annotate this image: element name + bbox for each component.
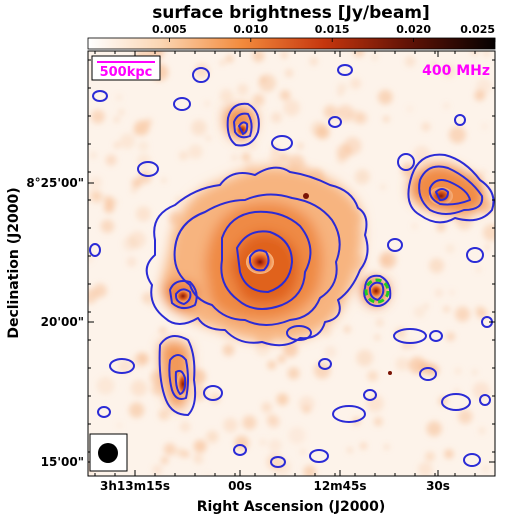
colorbar-tick-label: 0.020 xyxy=(396,23,431,36)
scalebar-box xyxy=(91,55,161,81)
y-axis-label: Declination (J2000) xyxy=(6,187,22,338)
colorbar-tick-label: 0.025 xyxy=(460,23,495,36)
source-marker xyxy=(364,278,390,304)
y-tick-labels: 15'00" 20'00" 8°25'00" xyxy=(26,176,84,469)
y-tick-label: 20'00" xyxy=(41,315,84,329)
plot-frame xyxy=(87,50,496,477)
chart-title: surface brightness [Jy/beam] xyxy=(152,3,430,23)
colorbar-tick-label: 0.015 xyxy=(315,23,350,36)
x-tick-label: 30s xyxy=(426,479,450,493)
x-tick-label: 12m45s xyxy=(313,479,366,493)
x-axis-label: Right Ascension (J2000) xyxy=(197,499,386,515)
beam-ellipse xyxy=(98,443,118,463)
x-tick-label: 3h13m15s xyxy=(100,479,170,493)
colorbar xyxy=(87,37,496,50)
colorbar-ticks: 0.005 0.010 0.015 0.020 0.025 xyxy=(152,23,496,42)
x-tick-label: 00s xyxy=(228,479,252,493)
y-tick-label: 15'00" xyxy=(41,455,84,469)
y-tick-label: 8°25'00" xyxy=(26,176,84,190)
frequency-label: 400 MHz xyxy=(422,63,490,79)
colorbar-tick-label: 0.005 xyxy=(152,23,187,36)
contour-lines xyxy=(89,64,495,468)
scalebar-label: 500kpc xyxy=(100,65,153,80)
colorbar-tick-label: 0.010 xyxy=(233,23,268,36)
axis-tick-marks xyxy=(88,51,495,476)
x-tick-labels: 3h13m15s 00s 12m45s 30s xyxy=(100,479,450,493)
